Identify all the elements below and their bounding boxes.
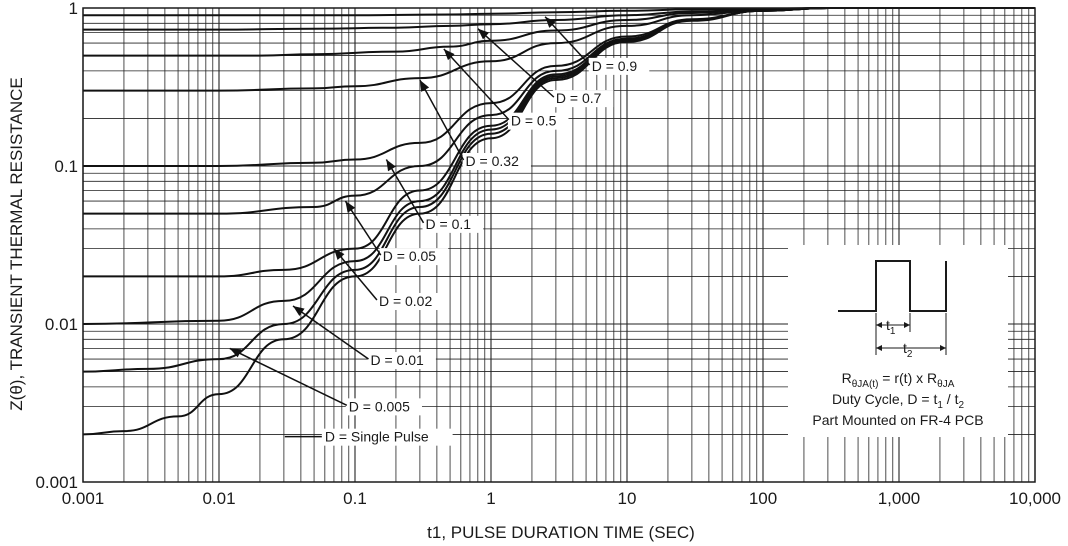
annotation-bg (588, 57, 650, 75)
annotation-arrowhead (477, 28, 490, 40)
annotation-arrowhead (419, 80, 430, 92)
annotation-arrowhead (443, 49, 455, 61)
svg-text:t2: t2 (903, 340, 913, 360)
annotation-arrow (292, 305, 369, 360)
annotation-arrowhead (386, 159, 396, 172)
series-line-d-0-9 (83, 6, 1035, 17)
annotation-label: D = Single Pulse (325, 429, 429, 445)
x-tick-label: 1 (486, 489, 495, 508)
y-tick-label: 0.1 (54, 157, 78, 176)
annotation-label: D = 0.05 (383, 248, 437, 264)
annotations: D = 0.9 D = 0.7 D = 0.5 D = 0.32 D = 0.1 D = … (229, 16, 650, 446)
y-tick-label: 1 (69, 0, 78, 18)
plot-frame (82, 7, 1036, 483)
y-tick-label: 0.001 (35, 473, 78, 492)
annotation-bg (345, 398, 422, 416)
annotation-label: D = 0.5 (511, 113, 557, 129)
x-tick-label: 0.1 (343, 489, 367, 508)
annotation-arrow (229, 347, 348, 407)
annotation-arrow (443, 48, 510, 121)
y-axis-title: Z(θ), TRANSIENT THERMAL RESISTANCE (7, 77, 26, 410)
series-line-d-single-pulse (82, 6, 1035, 436)
x-tick-label: 0.01 (202, 489, 235, 508)
annotation-arrowhead (292, 305, 305, 317)
annotation-arrow (333, 248, 378, 301)
r-theta-formula: RθJA(t) = r(t) x RθJA (842, 370, 955, 390)
x-tick-label: 0.001 (62, 489, 105, 508)
duty-cycle-text: Duty Cycle, D = t1 / t2 (832, 391, 965, 411)
annotation-bg (462, 153, 531, 170)
series-line-d-0-02 (82, 6, 1035, 278)
annotation-arrow (419, 79, 465, 161)
t2-label: t (903, 340, 907, 356)
annotation-label: D = 0.9 (592, 58, 638, 74)
annotation-bg (422, 215, 484, 233)
annotation-label: D = 0.7 (556, 90, 602, 106)
annotation-arrowhead (229, 348, 242, 358)
annotation-label: D = 0.1 (426, 216, 472, 232)
annotation-arrowhead (345, 201, 356, 213)
annotation-label: D = 0.005 (349, 398, 410, 414)
x-tick-label: 10,000 (1009, 489, 1061, 508)
annotation-arrowhead (545, 16, 556, 28)
annotation-label: D = 0.01 (370, 352, 424, 368)
t1-label: t (886, 317, 890, 333)
annotation-bg (367, 352, 436, 370)
x-tick-label: 100 (749, 489, 777, 508)
annotation-arrow (477, 28, 555, 98)
x-tick-label: 1,000 (878, 489, 921, 508)
annotation-arrow (385, 159, 425, 224)
annotation-arrowhead (333, 248, 345, 260)
pulse-waveform (838, 260, 947, 312)
duty-cycle-inset: t1 t2 RθJA(t) = r(t) x RθJA Duty Cycle, … (788, 245, 1008, 437)
tick-labels: 0.001 0.01 0.1 1 10 100 1,000 10,000 0.001 0.01 0.… (35, 0, 1061, 508)
annotation-bg (507, 112, 569, 130)
annotation-bg (321, 428, 453, 446)
annotation-bg (379, 248, 449, 266)
x-tick-label: 10 (618, 489, 637, 508)
annotation-label: D = 0.32 (466, 153, 520, 169)
series-line-d-0-05 (83, 6, 1035, 215)
annotation-bg (375, 292, 445, 310)
svg-text:t1: t1 (886, 317, 896, 337)
mounting-note: Part Mounted on FR-4 PCB (812, 412, 983, 428)
x-axis-title: t1, PULSE DURATION TIME (SEC) (427, 523, 695, 542)
y-tick-label: 0.01 (45, 315, 78, 334)
annotation-label: D = 0.02 (379, 293, 433, 309)
annotation-bg (552, 90, 614, 108)
